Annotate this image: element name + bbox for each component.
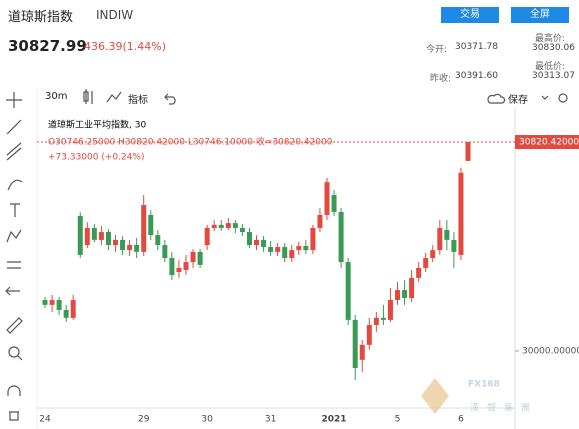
indicators[interactable]: 指标	[128, 95, 148, 106]
x-tick-label: 24	[39, 415, 51, 425]
candle-body	[402, 290, 408, 298]
candle-body	[444, 229, 450, 240]
candle-body	[324, 182, 330, 215]
title: 道琼斯指数	[8, 10, 74, 25]
candle-body	[303, 246, 309, 251]
candle-body	[84, 227, 90, 246]
candle-body	[387, 300, 393, 320]
candle-body	[134, 245, 140, 252]
save[interactable]: 保存	[508, 95, 528, 106]
candle-body	[345, 262, 351, 320]
candle-body	[366, 324, 372, 345]
candle-body	[225, 223, 231, 228]
x-tick-label: 5	[395, 415, 401, 425]
stat-value: 30391.60	[455, 71, 498, 81]
candle-body	[268, 247, 274, 252]
candle-body	[120, 239, 126, 251]
candle-body	[373, 317, 379, 325]
candle-body	[317, 214, 323, 228]
candle-body	[148, 214, 154, 236]
stat-value: 30371.78	[455, 42, 498, 52]
candle-body	[451, 239, 457, 252]
candle-body	[127, 245, 133, 251]
watermark-logo	[421, 378, 449, 414]
last-price-label: 30820.42000	[519, 138, 579, 148]
candle-body	[409, 277, 415, 298]
x-tick-label: 2021	[322, 415, 347, 425]
code: INDIW	[96, 8, 134, 22]
candle-body	[430, 250, 436, 258]
candle-body	[246, 232, 252, 246]
candle-body	[254, 239, 259, 246]
stat-label: 昨收:	[430, 74, 452, 84]
candle-body	[98, 232, 104, 240]
candle-body	[211, 224, 217, 228]
candle-body	[437, 227, 443, 251]
x-tick-label: 31	[265, 415, 276, 425]
legend-title: 道琼斯工业平均指数, 30	[48, 119, 146, 131]
fullscreen-button[interactable]: 全屏	[511, 7, 569, 23]
candle-body	[91, 227, 97, 240]
candle-body	[190, 251, 196, 263]
candle-body	[338, 211, 344, 263]
candle-body	[465, 142, 471, 161]
candle-body	[204, 227, 210, 246]
x-tick-label: 6	[458, 415, 464, 425]
candle-body	[331, 195, 337, 212]
candle-body	[458, 172, 464, 255]
candle-body	[155, 235, 161, 246]
candle-body	[176, 267, 182, 273]
change-label: +73.33000 (+0.24%)	[48, 153, 145, 163]
candle-body	[141, 205, 147, 252]
last-price-box	[515, 135, 579, 150]
candle-body	[70, 300, 76, 318]
candle-body	[232, 223, 238, 228]
x-tick-label: 29	[138, 415, 150, 425]
interval[interactable]: 30m	[45, 91, 68, 102]
candle-body	[261, 239, 267, 248]
candle-body	[169, 258, 175, 276]
candle-body	[380, 317, 386, 320]
candle-body	[289, 250, 295, 258]
candle-body	[77, 215, 83, 255]
candle-body	[113, 239, 118, 246]
candle-body	[56, 300, 62, 310]
stat-value: 30830.06	[532, 43, 575, 53]
candle-body	[423, 258, 429, 268]
change: 436.39(1.44%)	[84, 40, 167, 53]
candle-body	[239, 227, 245, 233]
stat-label: 最高价:	[535, 34, 566, 44]
trade-button[interactable]: 交易	[441, 7, 499, 23]
candle-body	[42, 300, 48, 305]
candle-body	[49, 300, 55, 305]
watermark-subtitle: 漢聲集團	[470, 402, 538, 414]
price: 30827.99	[8, 37, 87, 55]
candle-body	[162, 245, 168, 258]
candle-body	[63, 309, 69, 318]
candle-body	[416, 267, 422, 278]
candle-body	[183, 262, 189, 270]
toolbar-icons	[5, 89, 568, 421]
candle-body	[310, 227, 316, 251]
candle-body	[275, 247, 281, 252]
candle-body	[359, 344, 365, 360]
candle-body	[218, 224, 224, 228]
candle-body	[197, 251, 203, 265]
candle-body	[352, 319, 358, 369]
candle-body	[296, 246, 302, 251]
candle-body	[395, 290, 400, 301]
ohlc-label: O30746.25000 H30820.42000 L30746.10000 收…	[48, 136, 333, 148]
stat-label: 今开:	[426, 45, 448, 55]
candle-body	[105, 232, 111, 246]
y-tick-label: 30000.00000	[522, 346, 579, 356]
candle-body	[282, 247, 288, 258]
stat-value: 30313.07	[532, 71, 575, 81]
watermark-brand: FX168	[468, 380, 500, 390]
x-tick-label: 30	[201, 415, 213, 425]
stat-label: 最低价:	[535, 62, 566, 72]
